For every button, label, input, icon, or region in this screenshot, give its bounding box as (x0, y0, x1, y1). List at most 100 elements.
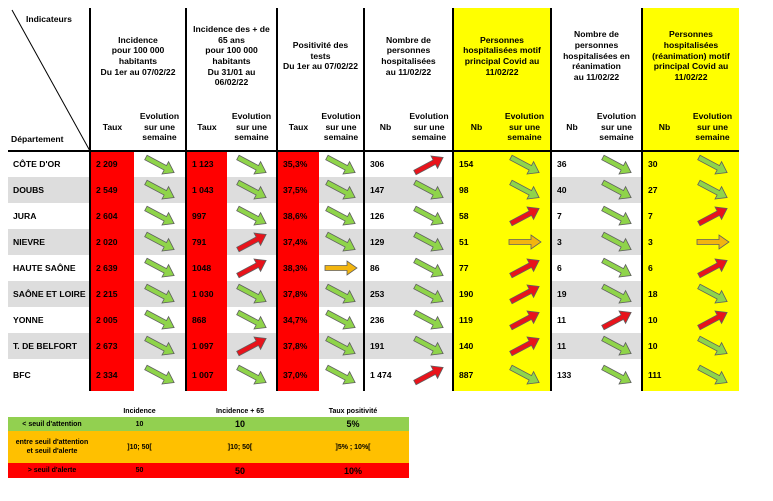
evolution-arrow-up-icon (696, 258, 728, 279)
evolution-cell (592, 333, 643, 359)
value-cell-inc65: 1 043 (186, 177, 227, 203)
header-rea: Nombre de personnes hospitalisées en réanim… (551, 8, 643, 104)
value-cell-hc: 98 (453, 177, 499, 203)
evolution-arrow-up-icon (413, 155, 444, 175)
value-cell-inc: 2 334 (90, 359, 134, 391)
evolution-cell (686, 281, 739, 307)
value-cell-rc: 10 (642, 333, 686, 359)
evolution-arrow-up-icon (508, 258, 540, 279)
evolution-cell (406, 203, 454, 229)
header-incidence-65: Incidence des + de 65 ans pour 100 000 habi… (186, 8, 278, 104)
department-name: DOUBS (8, 177, 91, 203)
evolution-arrow-up-icon (600, 310, 632, 331)
value-cell-pos: 37,0% (277, 359, 319, 391)
value-cell-hosp: 191 (364, 333, 406, 359)
evolution-arrow-down-icon (325, 283, 356, 304)
evolution-arrow-up-icon (235, 258, 267, 279)
evolution-arrow-down-icon (143, 283, 175, 304)
evolution-cell (227, 177, 278, 203)
value-cell-inc: 2 020 (90, 229, 134, 255)
value-cell-pos: 37,8% (277, 333, 319, 359)
evolution-cell (499, 281, 552, 307)
legend-corner (8, 406, 96, 417)
legend-value: ]5% ; 10%[ (335, 443, 371, 451)
value-cell-inc: 2 639 (90, 255, 134, 281)
evolution-cell (227, 359, 278, 391)
evolution-arrow-down-icon (413, 283, 444, 304)
subheader-evolution: Evolution sur une semaine (406, 104, 454, 152)
evolution-arrow-down-icon (413, 231, 444, 252)
evolution-cell (227, 255, 278, 281)
value-cell-pos: 35,3% (277, 151, 319, 177)
evolution-cell (406, 307, 454, 333)
value-cell-rea: 40 (551, 177, 592, 203)
evolution-arrow-down-icon (143, 364, 175, 385)
evolution-cell (227, 281, 278, 307)
evolution-arrow-down-icon (600, 257, 632, 278)
value-cell-rc: 3 (642, 229, 686, 255)
evolution-cell (686, 307, 739, 333)
header-hospit: Nombre de personnes hospitalisées au 11/02/… (364, 8, 454, 104)
evolution-arrow-up-icon (413, 365, 444, 386)
evolution-cell (406, 333, 454, 359)
evolution-arrow-down-icon (143, 154, 175, 174)
value-cell-rc: 30 (642, 151, 686, 177)
subheader-nb: Nb (642, 104, 686, 152)
evolution-cell (406, 359, 454, 391)
evolution-arrow-down-icon (143, 309, 175, 330)
evolution-cell (686, 359, 739, 391)
evolution-arrow-down-icon (143, 335, 175, 356)
evolution-arrow-down-icon (696, 283, 728, 304)
evolution-arrow-up-icon (508, 336, 540, 357)
value-cell-hosp: 129 (364, 229, 406, 255)
subheader-evolution: Evolution sur une semaine (499, 104, 552, 152)
department-name: BFC (8, 359, 91, 391)
evolution-cell (592, 255, 643, 281)
evolution-arrow-down-icon (413, 335, 444, 356)
evolution-cell (592, 203, 643, 229)
value-cell-hc: 58 (453, 203, 499, 229)
value-cell-rea: 3 (551, 229, 592, 255)
value-cell-rc: 18 (642, 281, 686, 307)
value-cell-hosp: 253 (364, 281, 406, 307)
value-cell-inc65: 1 007 (186, 359, 227, 391)
evolution-arrow-up-icon (508, 206, 540, 227)
value-cell-hc: 51 (453, 229, 499, 255)
value-cell-inc65: 1 123 (186, 151, 227, 177)
value-cell-hc: 77 (453, 255, 499, 281)
evolution-cell (227, 151, 278, 177)
evolution-cell (227, 333, 278, 359)
value-cell-hc: 119 (453, 307, 499, 333)
evolution-arrow-up-icon (508, 310, 540, 331)
table-row: SAÔNE ET LOIRE 2 215 1 030 37,8% 253 190 19 18 (8, 281, 739, 307)
value-cell-pos: 37,4% (277, 229, 319, 255)
department-name: NIEVRE (8, 229, 91, 255)
value-cell-pos: 37,5% (277, 177, 319, 203)
evolution-arrow-up-icon (696, 206, 728, 227)
value-cell-rea: 11 (557, 314, 567, 325)
subheader-nb: Nb (551, 104, 592, 152)
legend-label-between: entre seuil d'attention et seuil d'alert… (15, 438, 89, 455)
evolution-cell (499, 203, 552, 229)
evolution-arrow-down-icon (600, 335, 632, 356)
value-cell-rea: 7 (557, 210, 562, 221)
value-cell-rc: 10 (642, 307, 686, 333)
subheader-nb: Nb (453, 104, 499, 152)
evolution-arrow-down-icon (235, 309, 267, 330)
subheader-evolution: Evolution sur une semaine (686, 104, 739, 152)
legend-value: 5% (346, 419, 360, 429)
evolution-arrow-down-icon (413, 309, 444, 330)
evolution-cell (319, 255, 365, 281)
value-cell-hosp: 236 (370, 314, 385, 325)
evolution-arrow-down-icon (235, 364, 267, 385)
evolution-arrow-down-icon (235, 179, 267, 200)
header-positivite: Positivité des tests Du 1er au 07/02/22 (277, 8, 365, 104)
evolution-cell (134, 151, 187, 177)
evolution-cell (592, 307, 643, 333)
value-cell-pos: 34,7% (277, 307, 319, 333)
evolution-cell (134, 359, 187, 391)
evolution-cell (406, 229, 454, 255)
evolution-arrow-down-icon (143, 231, 175, 252)
value-cell-rea: 11 (551, 333, 592, 359)
table-row: DOUBS 2 549 1 043 37,5% 147 98 40 27 (8, 177, 739, 203)
